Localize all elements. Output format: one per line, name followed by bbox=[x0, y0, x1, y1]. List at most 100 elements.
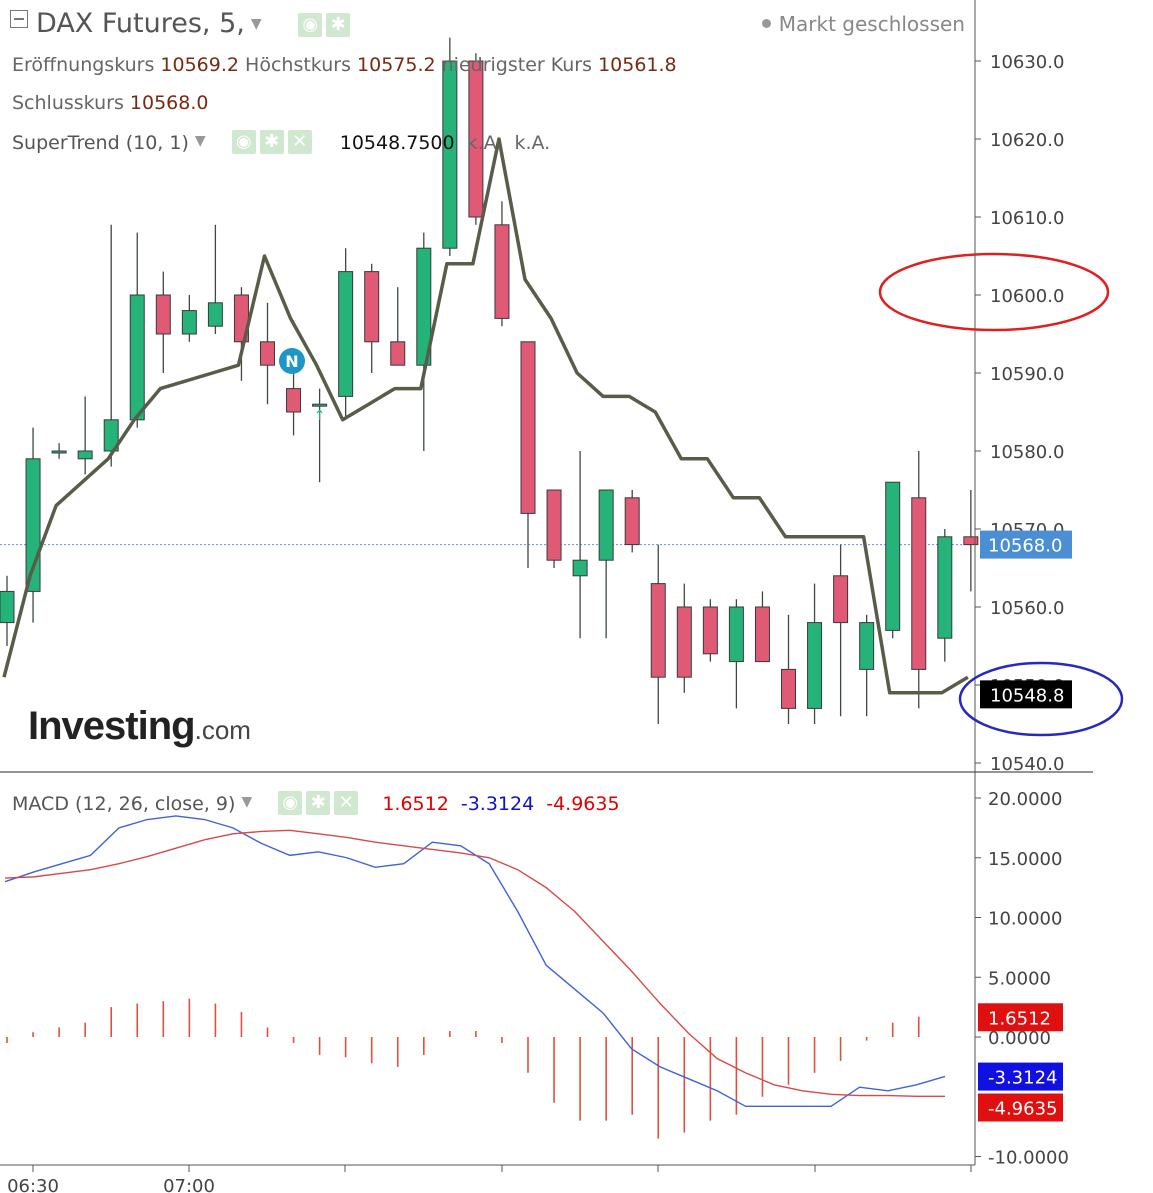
ohlc-legend: Eröffnungskurs 10569.2 Höchstkurs 10575.… bbox=[12, 54, 677, 76]
candle-up bbox=[937, 536, 953, 639]
supertrend-legend[interactable]: SuperTrend (10, 1) ▼ ◉ ✱ ✕ 10548.7500 k.A. … bbox=[12, 130, 550, 154]
signal-arrow-icon: ↑ bbox=[314, 408, 326, 424]
candle-up bbox=[207, 302, 223, 327]
visibility-icon[interactable]: ◉ bbox=[298, 13, 323, 37]
macd-layer bbox=[4, 815, 946, 1139]
macd-signal-value: -4.9635 bbox=[546, 793, 620, 815]
supertrend-na-1: k.A. bbox=[466, 132, 503, 154]
candle-layer bbox=[0, 37, 979, 724]
macd-y-tick-label: 5.0000 bbox=[988, 968, 1051, 989]
logo-text: Investing bbox=[28, 704, 196, 748]
macd-signal-tag-text: -4.9635 bbox=[988, 1099, 1057, 1120]
macd-hist-tag bbox=[978, 1003, 1063, 1032]
signal-line bbox=[4, 829, 945, 1097]
candle-down bbox=[781, 668, 796, 709]
signal-arrow-icon: ↕ bbox=[470, 166, 482, 182]
candle-up bbox=[885, 481, 901, 631]
close-label: Schlusskurs bbox=[12, 92, 124, 114]
gear-icon[interactable]: ✱ bbox=[306, 791, 331, 815]
overlay-layer: 10568.0 10548.8 1.6512 -3.3124 -4.9635 bbox=[878, 252, 1124, 1122]
chevron-down-icon[interactable]: ▼ bbox=[250, 16, 262, 32]
last-price-tag-text: 10568.0 bbox=[988, 536, 1062, 557]
macd-y-tick-label: 20.0000 bbox=[988, 789, 1062, 810]
candle-down bbox=[494, 224, 510, 319]
open-value: 10569.2 bbox=[160, 54, 239, 76]
candle-up bbox=[728, 606, 744, 663]
news-marker-letter: N bbox=[285, 352, 298, 371]
macd-line-tag bbox=[978, 1062, 1063, 1091]
close-icon[interactable]: ✕ bbox=[334, 791, 359, 815]
candle-down bbox=[754, 606, 770, 663]
y-tick-label: 10540.0 bbox=[990, 754, 1064, 775]
candle-up bbox=[807, 622, 823, 709]
y-tick-label: 10600.0 bbox=[990, 286, 1064, 307]
low-value: 10561.8 bbox=[598, 54, 677, 76]
news-marker-icon bbox=[279, 348, 305, 374]
candle-up bbox=[181, 310, 197, 335]
open-label: Eröffnungskurs bbox=[12, 54, 155, 76]
macd-line bbox=[4, 815, 946, 1108]
candle-down bbox=[364, 271, 380, 343]
macd-y-tick-label: -10.0000 bbox=[988, 1148, 1069, 1169]
candle-down bbox=[468, 60, 484, 218]
macd-y-tick-label: 0.0000 bbox=[988, 1028, 1051, 1049]
candle-down bbox=[520, 341, 536, 514]
visibility-icon[interactable]: ◉ bbox=[231, 130, 256, 154]
supertrend-tag-text: 10548.8 bbox=[990, 685, 1064, 706]
y-tick-label: 10580.0 bbox=[990, 442, 1064, 463]
candle-up bbox=[859, 622, 875, 670]
candle-up bbox=[416, 247, 432, 366]
logo-suffix: .com bbox=[194, 715, 251, 745]
signal-arrow-icon: ↕ bbox=[236, 299, 248, 315]
candle-down bbox=[702, 606, 718, 655]
macd-y-tick-label: 10.0000 bbox=[988, 909, 1062, 930]
macd-signal-tag bbox=[978, 1093, 1063, 1122]
y-tick-label: 10620.0 bbox=[990, 130, 1064, 151]
candle-down bbox=[911, 497, 927, 670]
supertrend-layer: ↕ ↑ ↕ ↑ N bbox=[2, 137, 969, 695]
close-icon[interactable]: ✕ bbox=[287, 130, 312, 154]
macd-line-value: -3.3124 bbox=[460, 793, 535, 815]
chevron-down-icon[interactable]: ▼ bbox=[241, 794, 253, 810]
supertrend-label: SuperTrend (10, 1) bbox=[12, 132, 189, 154]
candle-up bbox=[0, 590, 15, 624]
investing-logo: Investing.com bbox=[28, 704, 251, 749]
symbol-title: DAX Futures, 5, bbox=[36, 8, 245, 39]
candle-down bbox=[155, 294, 171, 335]
candle-down bbox=[833, 575, 849, 624]
chevron-down-icon[interactable]: ▼ bbox=[194, 133, 206, 149]
candle-up bbox=[51, 450, 67, 454]
candle-up bbox=[598, 489, 614, 561]
macd-hist-value: 1.6512 bbox=[382, 793, 449, 815]
candle-up bbox=[572, 559, 588, 577]
supertrend-value: 10548.7500 bbox=[339, 132, 455, 154]
candle-down bbox=[676, 606, 692, 678]
y-tick-label: 10630.0 bbox=[990, 52, 1064, 73]
candle-down bbox=[390, 341, 406, 366]
collapse-icon[interactable] bbox=[10, 10, 28, 28]
macd-legend[interactable]: MACD (12, 26, close, 9) ▼ ◉ ✱ ✕ 1.6512 -3.3… bbox=[12, 791, 620, 815]
high-label: Höchstkurs bbox=[245, 54, 351, 76]
high-value: 10575.2 bbox=[357, 54, 436, 76]
candle-down bbox=[963, 536, 979, 546]
y-tick-label: 10590.0 bbox=[990, 364, 1064, 385]
chart-title[interactable]: DAX Futures, 5, ▼ ◉ ✱ bbox=[10, 8, 351, 39]
macd-line-tag-text: -3.3124 bbox=[988, 1068, 1057, 1089]
candle-up bbox=[312, 403, 328, 407]
y-tick-label: 10610.0 bbox=[990, 208, 1064, 229]
gear-icon[interactable]: ✱ bbox=[326, 13, 351, 37]
visibility-icon[interactable]: ◉ bbox=[278, 791, 303, 815]
market-status: Markt geschlossen bbox=[761, 12, 965, 36]
x-tick-label: 06:30 bbox=[7, 1176, 59, 1193]
gear-icon[interactable]: ✱ bbox=[259, 130, 284, 154]
highlight-ellipse-red bbox=[878, 252, 1110, 332]
supertrend-tag bbox=[980, 680, 1072, 709]
candle-down bbox=[650, 583, 666, 678]
candle-up bbox=[338, 271, 354, 397]
y-tick-label: 10560.0 bbox=[990, 598, 1064, 619]
candle-down bbox=[546, 489, 562, 561]
x-tick-label: 07:00 bbox=[163, 1176, 215, 1193]
low-label: niedrigster Kurs bbox=[441, 54, 593, 76]
last-price-tag bbox=[980, 530, 1072, 559]
